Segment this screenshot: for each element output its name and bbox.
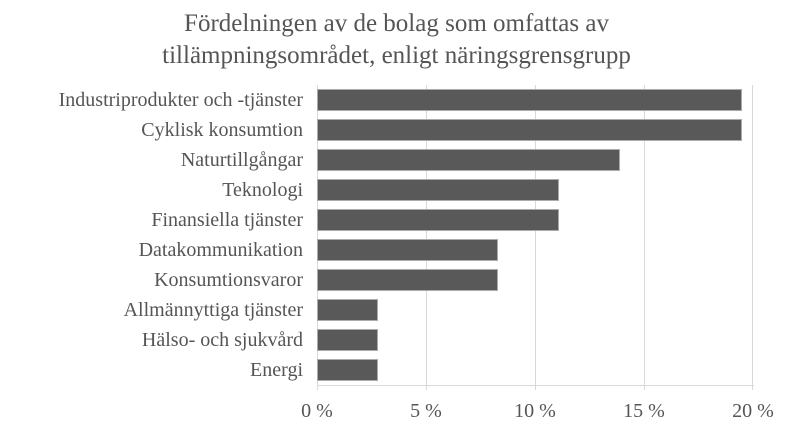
bar bbox=[317, 239, 498, 261]
chart-row: Datakommunikation bbox=[0, 235, 793, 265]
chart-title-line-1: Fördelningen av de bolag som omfattas av bbox=[184, 10, 609, 37]
x-tick-label: 20 % bbox=[732, 400, 774, 422]
chart-row: Hälso- och sjukvård bbox=[0, 325, 793, 355]
category-label: Energi bbox=[250, 358, 303, 381]
bar-track bbox=[317, 239, 753, 261]
chart-row: Allmännyttiga tjänster bbox=[0, 295, 793, 325]
chart-row: Cyklisk konsumtion bbox=[0, 115, 793, 145]
x-axis-line bbox=[317, 385, 754, 386]
category-label: Naturtillgångar bbox=[180, 148, 303, 171]
category-label: Konsumtionsvaror bbox=[154, 268, 303, 291]
x-axis: 0 % 5 % 10 % 15 % 20 % bbox=[301, 400, 774, 428]
category-label: Industriprodukter och -tjänster bbox=[58, 88, 303, 111]
gridline bbox=[426, 85, 427, 390]
bar-track bbox=[317, 119, 753, 141]
x-tick-label: 0 % bbox=[301, 400, 333, 422]
category-label: Datakommunikation bbox=[138, 238, 303, 261]
bar-track bbox=[317, 149, 753, 171]
bar bbox=[317, 359, 379, 381]
bar-track bbox=[317, 299, 753, 321]
plot-area: Industriprodukter och -tjänster Cyklisk k… bbox=[0, 85, 793, 391]
x-tick-label: 5 % bbox=[410, 400, 442, 422]
x-tick-label: 15 % bbox=[623, 400, 665, 422]
bar-track bbox=[317, 179, 753, 201]
gridline bbox=[535, 85, 536, 390]
chart-row: Naturtillgångar bbox=[0, 145, 793, 175]
bar-track bbox=[317, 269, 753, 291]
category-label: Allmännyttiga tjänster bbox=[123, 298, 303, 321]
x-tick-label: 10 % bbox=[514, 400, 556, 422]
chart-row: Industriprodukter och -tjänster bbox=[0, 85, 793, 115]
bar-track bbox=[317, 209, 753, 231]
chart-title-line-2: tillämpningsområdet, enligt näringsgrens… bbox=[162, 42, 631, 69]
gridline bbox=[752, 85, 753, 390]
category-label: Hälso- och sjukvård bbox=[141, 328, 303, 351]
chart-row: Teknologi bbox=[0, 175, 793, 205]
category-label: Cyklisk konsumtion bbox=[141, 118, 303, 141]
chart-title: Fördelningen av de bolag som omfattas av… bbox=[0, 8, 793, 72]
gridlines bbox=[317, 85, 753, 390]
bar bbox=[317, 119, 743, 141]
bar bbox=[317, 299, 379, 321]
gridline bbox=[317, 85, 318, 390]
category-label: Finansiella tjänster bbox=[151, 208, 303, 231]
bar-rows: Industriprodukter och -tjänster Cyklisk k… bbox=[0, 85, 793, 385]
chart-row: Finansiella tjänster bbox=[0, 205, 793, 235]
chart-row: Konsumtionsvaror bbox=[0, 265, 793, 295]
gridline bbox=[644, 85, 645, 390]
bar-track bbox=[317, 359, 753, 381]
bar bbox=[317, 179, 559, 201]
bar bbox=[317, 269, 498, 291]
bar bbox=[317, 149, 621, 171]
bar-track bbox=[317, 329, 753, 351]
category-label: Teknologi bbox=[222, 178, 303, 201]
bar bbox=[317, 329, 379, 351]
bar-track bbox=[317, 89, 753, 111]
chart-row: Energi bbox=[0, 355, 793, 385]
bar bbox=[317, 209, 559, 231]
bar bbox=[317, 89, 743, 111]
